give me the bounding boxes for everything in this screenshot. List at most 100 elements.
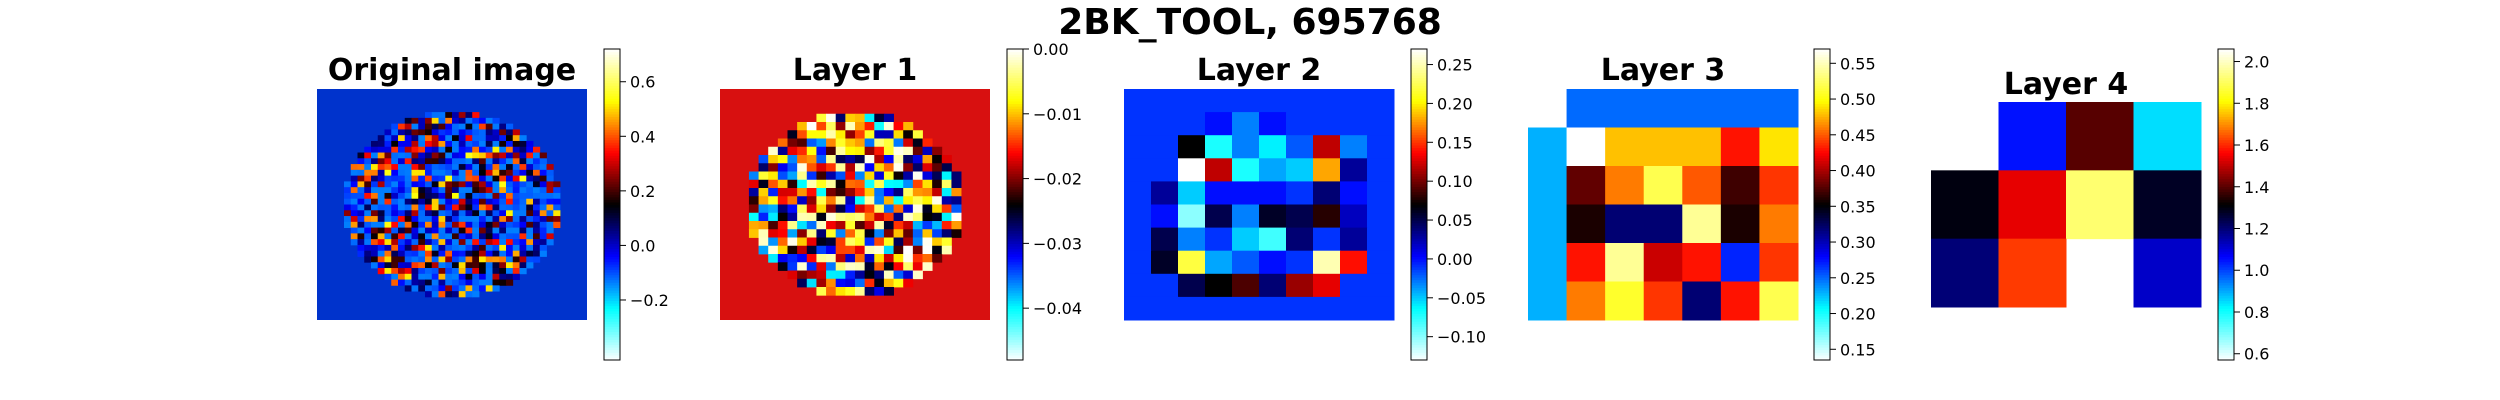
heatmap-cell [465,158,473,165]
heatmap-cell [533,216,541,223]
heatmap-cell [553,216,561,223]
heatmap-cell [418,181,426,188]
heatmap-cell [425,210,433,217]
heatmap-cell [364,181,372,188]
heatmap-cell [787,270,798,280]
heatmap-cell [445,285,453,292]
heatmap-cell [748,221,759,230]
heatmap-cell [835,163,846,172]
colorbar-segment [1411,93,1427,97]
heatmap-cell [912,163,923,172]
heatmap-cell [1682,166,1722,205]
colorbar-segment [1411,139,1427,143]
colorbar-segment [1007,61,1023,66]
heatmap-cell [391,227,399,234]
heatmap-cell [465,164,473,171]
heatmap-cell [932,237,943,247]
heatmap-cell [903,179,914,189]
heatmap-cell [816,171,827,181]
heatmap-cell [1286,227,1314,252]
heatmap-cell [425,152,433,159]
colorbar-segment [1814,313,1830,317]
heatmap-cell [398,227,406,234]
heatmap-cell [941,179,952,189]
heatmap-cell [458,256,466,263]
heatmap-cell [458,198,466,205]
colorbar-segment [1007,339,1023,343]
heatmap-cell [912,245,923,255]
colorbar-segment [1007,111,1023,115]
heatmap-cell [912,212,923,222]
heatmap-cell [806,237,817,247]
heatmap-cell [855,245,866,255]
heatmap-cell [1720,204,1760,244]
heatmap-cell [893,254,904,263]
heatmap-cell [458,117,466,125]
heatmap-cell [546,169,554,177]
colorbar-segment [1007,318,1023,322]
heatmap-cell [1340,158,1368,182]
colorbar-segment [1814,137,1830,141]
heatmap-cell [903,204,914,214]
colorbar-segment [1411,163,1427,167]
colorbar-segment [1411,129,1427,133]
heatmap-cell [425,123,433,130]
heatmap-cell [922,163,933,172]
heatmap-cell [546,221,554,229]
heatmap-cell [533,221,541,229]
heatmap-cell [445,187,453,194]
heatmap-cell [458,250,466,257]
heatmap-cell [344,187,352,194]
heatmap-cell [357,244,365,252]
colorbar-segment [2218,72,2234,76]
colorbar-segment [2218,251,2234,255]
heatmap-cell [883,212,894,222]
colorbar-segment [1814,196,1830,200]
heatmap-cell [845,188,856,197]
heatmap-cell [912,188,923,197]
colorbar-segment [1007,290,1023,294]
heatmap-cell [377,233,385,240]
colorbar-segment [1814,321,1830,325]
colorbar-segment [2218,292,2234,296]
colorbar-segment [604,310,620,314]
heatmap-cell [1605,89,1645,128]
colorbar-segment [604,349,620,353]
colorbar-segment [2218,111,2234,115]
heatmap-cell [797,245,808,255]
colorbar-tick-label: −0.04 [1033,299,1082,318]
colorbar-segment [1814,95,1830,99]
heatmap-cell [506,244,514,252]
colorbar-segment [1007,178,1023,182]
heatmap-cell [816,237,827,247]
heatmap-cell [479,152,487,159]
colorbar-segment [1814,160,1830,164]
colorbar-segment [1814,271,1830,276]
colorbar-segment [1814,336,1830,340]
heatmap-cell [777,188,788,197]
heatmap-cell [806,179,817,189]
colorbar-segment [604,201,620,206]
heatmap-cell [485,256,493,263]
heatmap-cell [816,245,827,255]
colorbar-segment [1814,214,1830,219]
heatmap-cell [371,204,379,211]
heatmap-cell [499,152,507,159]
colorbar-segment [604,243,620,247]
heatmap-cell [391,152,399,159]
heatmap-cell [425,273,433,280]
heatmap-cell [1259,89,1287,113]
heatmap-cell [806,138,817,148]
colorbar-segment [604,271,620,276]
heatmap-cell [398,158,406,165]
heatmap-cell [758,237,769,247]
colorbar-segment [604,191,620,195]
heatmap-cell [371,239,379,246]
heatmap-cell [465,117,473,125]
heatmap-cell [787,179,798,189]
colorbar-tick-label: 0.55 [1840,54,1876,73]
colorbar-tick-label: −0.03 [1033,234,1082,253]
heatmap-cell [519,204,527,211]
heatmap-cell [903,270,914,280]
colorbar-segment [1814,230,1830,234]
